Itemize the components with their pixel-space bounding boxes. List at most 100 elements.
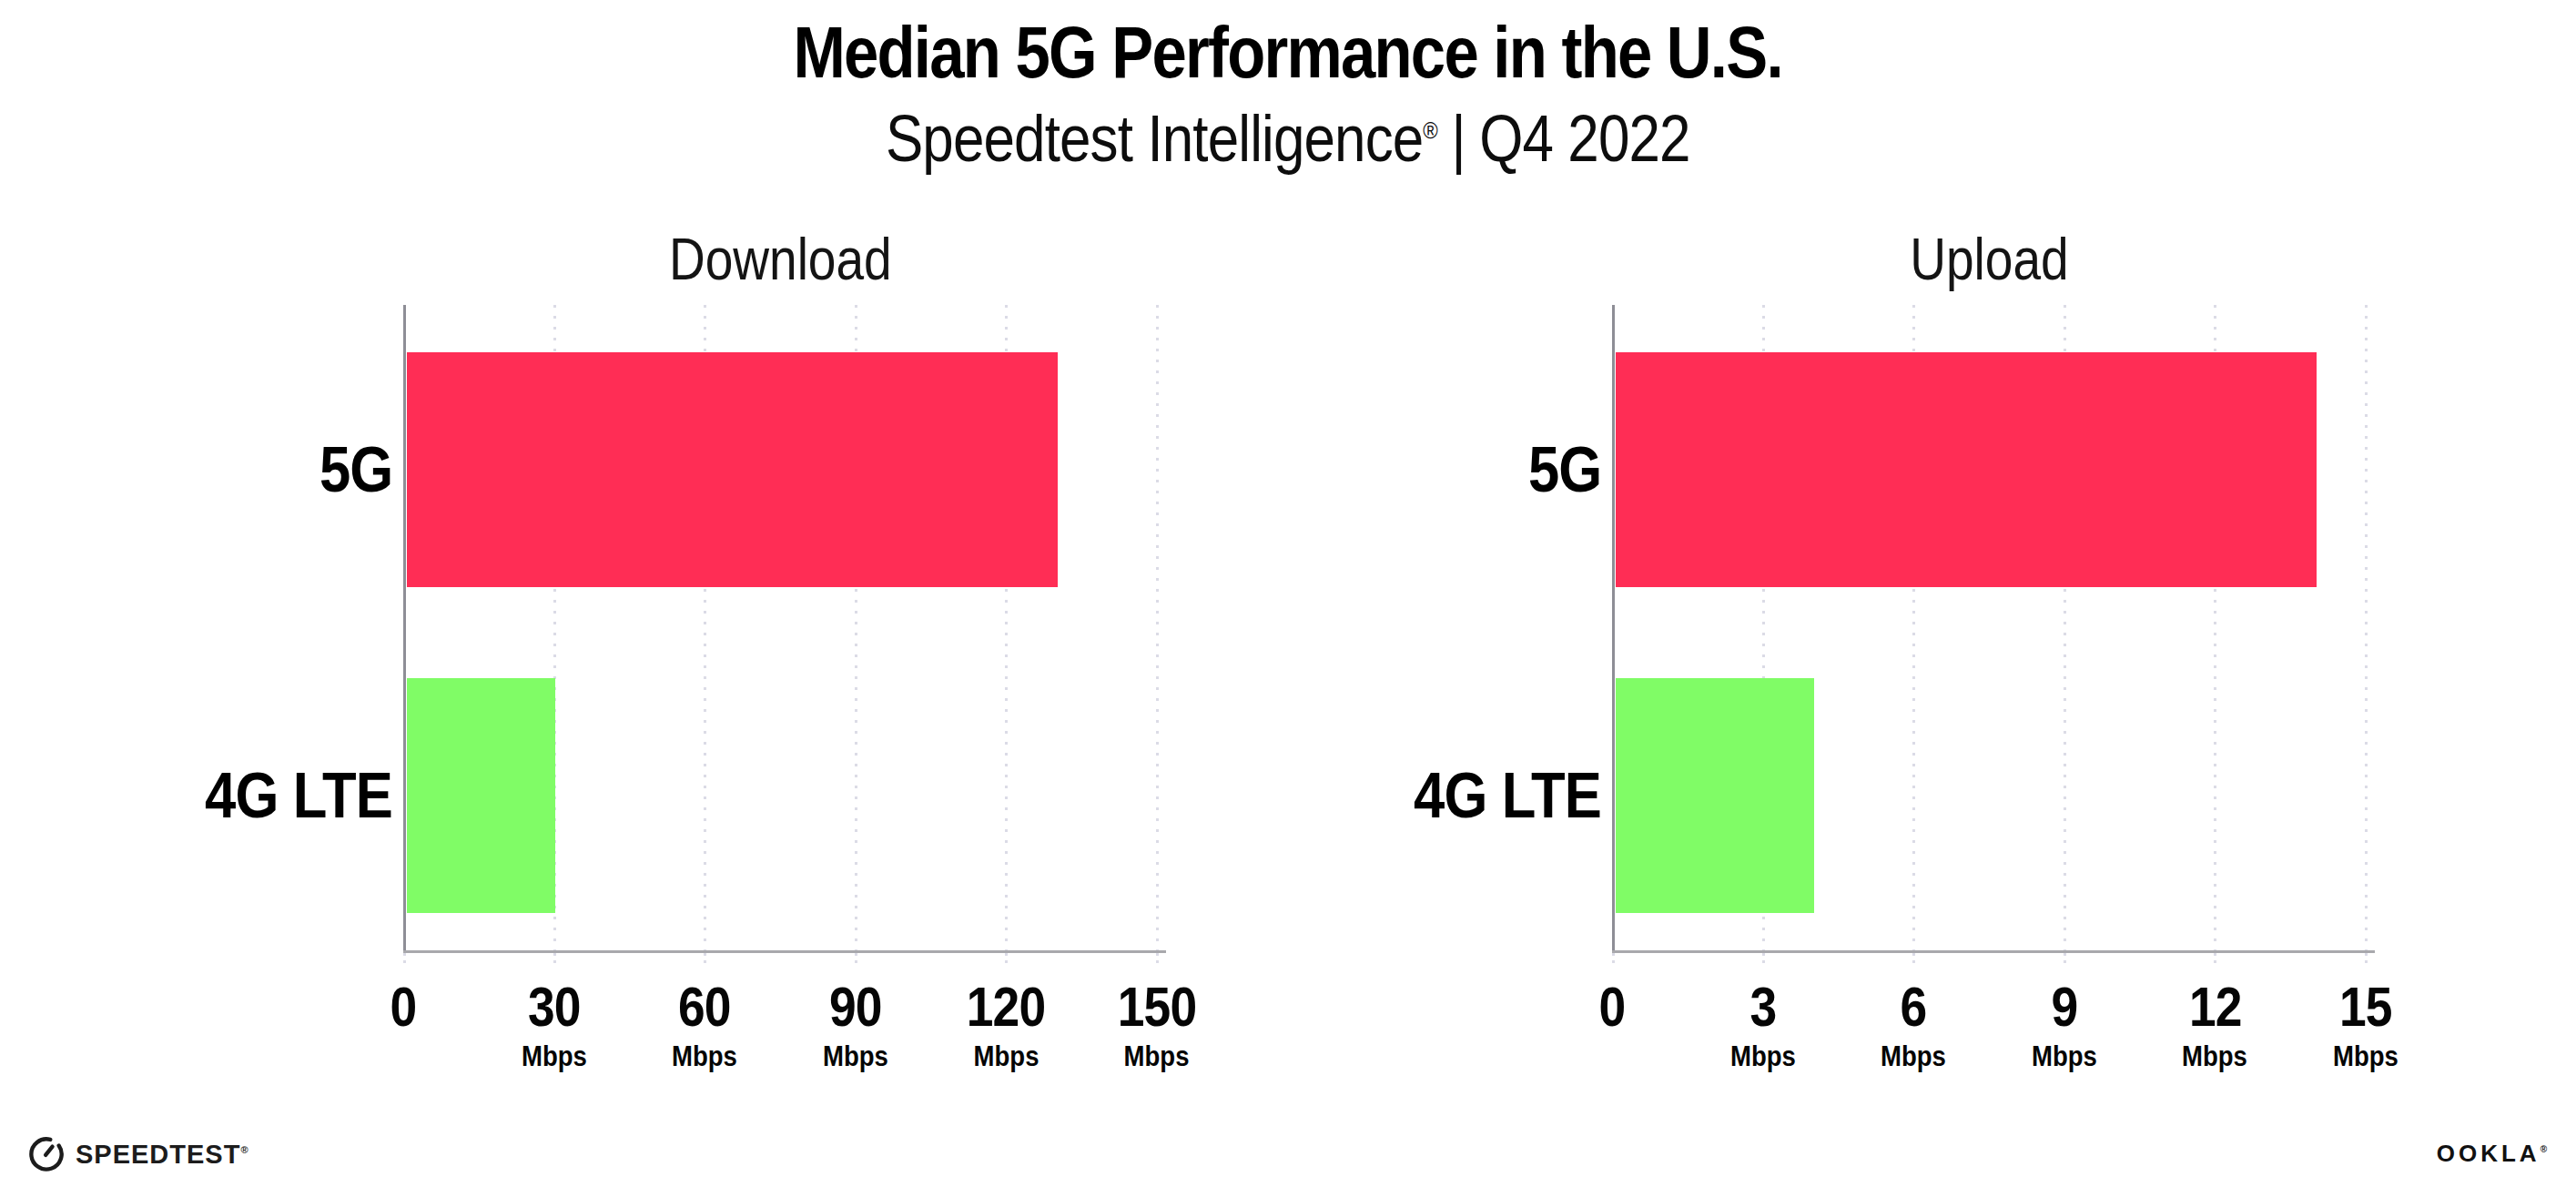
x-tick-unit-text: Mbps	[672, 1040, 737, 1071]
x-tick-3-mbps: 3 Mbps	[1725, 979, 1801, 1071]
y-axis-label-text-4g-lte: 4G LTE	[1414, 759, 1601, 832]
bar-4g-lte	[1616, 678, 1814, 913]
x-tick-value: 120	[960, 979, 1051, 1035]
x-axis-line	[1612, 950, 2375, 953]
y-axis-label-5g: 5G	[1321, 352, 1601, 587]
x-tick-unit-text: Mbps	[2032, 1040, 2097, 1071]
x-tick-6-mbps: 6 Mbps	[1875, 979, 1952, 1071]
y-axis-label-4g-lte: 4G LTE	[112, 678, 392, 913]
x-axis-tick-mark	[1612, 953, 1615, 966]
x-tick-value-text: 90	[829, 979, 882, 1035]
ookla-registered-mark-icon: ®	[2541, 1144, 2547, 1154]
x-tick-unit-text: Mbps	[2333, 1040, 2399, 1071]
x-axis-tick-mark	[2064, 953, 2066, 966]
bar-5g	[407, 352, 1058, 587]
x-tick-unit: Mbps	[1875, 1040, 1952, 1071]
x-tick-unit-text: Mbps	[1881, 1040, 1946, 1071]
x-tick-unit: Mbps	[960, 1040, 1051, 1071]
x-tick-value: 9	[2026, 979, 2103, 1035]
y-axis-label-5g: 5G	[112, 352, 392, 587]
chart-title-text-download: Download	[669, 223, 892, 296]
subtitle-separator: |	[1437, 102, 1479, 175]
chart-title-text-upload: Upload	[1910, 223, 2068, 296]
bar-4g-lte	[407, 678, 555, 913]
page-title: Median 5G Performance in the U.S.	[0, 13, 2576, 93]
x-axis-tick-mark	[1912, 953, 1915, 966]
x-tick-value: 90	[817, 979, 894, 1035]
plot-area-upload	[1612, 305, 2366, 951]
x-tick-value: 6	[1875, 979, 1952, 1035]
infographic-canvas: Median 5G Performance in the U.S. Speedt…	[0, 0, 2576, 1197]
y-axis-line	[403, 305, 406, 951]
download-chart: Download 5G 4G LTE 0 30 Mbps 60 Mbps 90 Mbps 120 Mb…	[112, 223, 1195, 1133]
plot-area-download	[403, 305, 1157, 951]
x-tick-unit-text: Mbps	[823, 1040, 888, 1071]
x-axis-tick-mark	[403, 953, 406, 966]
x-tick-unit: Mbps	[2177, 1040, 2254, 1071]
x-tick-value-text: 30	[528, 979, 581, 1035]
x-tick-value: 12	[2177, 979, 2254, 1035]
x-tick-value-text: 0	[390, 979, 417, 1035]
speedtest-wordmark-text: SPEEDTEST	[76, 1140, 240, 1169]
x-axis-tick-mark	[704, 953, 706, 966]
x-axis-tick-mark	[553, 953, 556, 966]
x-tick-unit: Mbps	[2328, 1040, 2404, 1071]
x-tick-value-text: 9	[2051, 979, 2077, 1035]
x-tick-value-text: 6	[1901, 979, 1927, 1035]
page-subtitle-text: Speedtest Intelligence®|Q4 2022	[886, 100, 1690, 177]
x-tick-unit: Mbps	[817, 1040, 894, 1071]
x-tick-30-mbps: 30 Mbps	[516, 979, 593, 1071]
y-axis-label-text-5g: 5G	[319, 433, 392, 506]
x-tick-unit: Mbps	[516, 1040, 593, 1071]
x-axis-tick-mark	[1005, 953, 1008, 966]
speedtest-wordmark: SPEEDTEST®	[76, 1140, 249, 1170]
bar-5g	[1616, 352, 2317, 587]
x-tick-value-text: 15	[2339, 979, 2392, 1035]
y-axis-line	[1612, 305, 1615, 951]
speedtest-registered-mark-icon: ®	[240, 1144, 248, 1155]
chart-title-download: Download	[403, 223, 1157, 305]
x-tick-unit: Mbps	[2026, 1040, 2103, 1071]
x-tick-value-text: 12	[2189, 979, 2242, 1035]
ookla-wordmark-text: OOKLA	[2437, 1140, 2541, 1167]
x-tick-value-text: 60	[678, 979, 731, 1035]
registered-mark-icon: ®	[1424, 117, 1438, 144]
x-tick-unit-text: Mbps	[1124, 1040, 1190, 1071]
x-tick-unit-text: Mbps	[2182, 1040, 2247, 1071]
x-tick-unit: Mbps	[1111, 1040, 1202, 1071]
x-tick-150-mbps: 150 Mbps	[1111, 979, 1202, 1071]
x-tick-value-text: 0	[1599, 979, 1626, 1035]
x-tick-value: 30	[516, 979, 593, 1035]
x-tick-12-mbps: 12 Mbps	[2177, 979, 2254, 1071]
x-tick-unit: Mbps	[666, 1040, 743, 1071]
x-tick-unit-text: Mbps	[1730, 1040, 1796, 1071]
x-tick-120-mbps: 120 Mbps	[960, 979, 1051, 1071]
page-subtitle: Speedtest Intelligence®|Q4 2022	[0, 100, 2576, 177]
gridline-15-mbps	[2365, 305, 2368, 951]
x-tick-0-mbps: 0	[388, 979, 418, 1035]
chart-title-upload: Upload	[1612, 223, 2366, 305]
y-axis-label-4g-lte: 4G LTE	[1321, 678, 1601, 913]
x-axis-tick-mark	[855, 953, 857, 966]
x-tick-value: 3	[1725, 979, 1801, 1035]
x-tick-15-mbps: 15 Mbps	[2328, 979, 2404, 1071]
subtitle-brand: Speedtest Intelligence	[886, 102, 1423, 175]
x-axis-tick-mark	[1156, 953, 1159, 966]
x-tick-9-mbps: 9 Mbps	[2026, 979, 2103, 1071]
x-tick-value-text: 3	[1749, 979, 1776, 1035]
speedtest-logo: SPEEDTEST®	[27, 1135, 249, 1173]
y-axis-label-text-5g: 5G	[1528, 433, 1601, 506]
header: Median 5G Performance in the U.S. Speedt…	[0, 13, 2576, 177]
speedometer-gauge-icon	[27, 1135, 66, 1173]
x-axis-tick-mark	[2214, 953, 2216, 966]
x-axis-tick-mark	[2365, 953, 2368, 966]
x-tick-90-mbps: 90 Mbps	[817, 979, 894, 1071]
x-tick-unit: Mbps	[1725, 1040, 1801, 1071]
y-axis-label-text-4g-lte: 4G LTE	[205, 759, 392, 832]
x-tick-0-mbps: 0	[1597, 979, 1627, 1035]
x-tick-value: 0	[1597, 979, 1627, 1035]
x-tick-value: 150	[1111, 979, 1202, 1035]
upload-chart: Upload 5G 4G LTE 0 3 Mbps 6 Mbps 9 Mbps 12 Mbps 15 Mb…	[1321, 223, 2404, 1133]
x-tick-unit-text: Mbps	[522, 1040, 587, 1071]
page-title-text: Median 5G Performance in the U.S.	[794, 13, 1782, 93]
